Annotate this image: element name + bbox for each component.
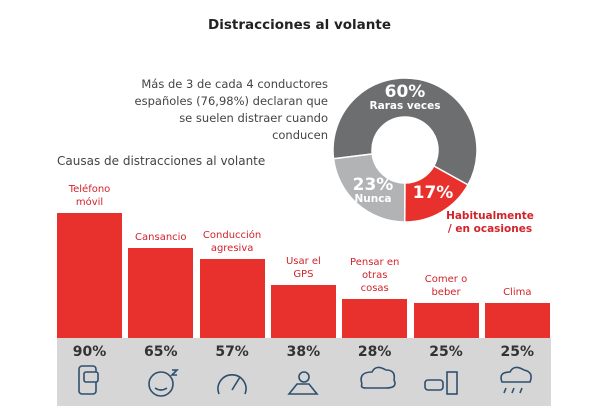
bar-category-label: Pensar en otras cosas bbox=[350, 257, 400, 295]
bar-category-label: Conducción agresiva bbox=[202, 229, 262, 254]
bar bbox=[484, 303, 550, 338]
bar bbox=[413, 303, 479, 338]
annotation: Más de 3 de cada 4 conductores españoles… bbox=[134, 77, 328, 142]
bar bbox=[342, 299, 408, 338]
slice-value-label: 17% bbox=[413, 183, 454, 203]
slice-value-label: 23% bbox=[353, 175, 394, 195]
bar-value-label: 90% bbox=[72, 344, 107, 360]
slice-label: Raras veces bbox=[370, 100, 441, 112]
icons bbox=[78, 365, 532, 397]
bar-category-label: Clima bbox=[503, 287, 532, 299]
bar-value-label: 65% bbox=[144, 344, 178, 360]
bar-value-label: 57% bbox=[215, 344, 249, 360]
bar-category-label: Usar el GPS bbox=[285, 256, 321, 281]
slice-value-label: 60% bbox=[385, 82, 426, 102]
bar-category-label: Cansancio bbox=[135, 231, 187, 243]
bar-value-label: 38% bbox=[286, 344, 321, 360]
bar bbox=[270, 285, 336, 338]
bar bbox=[128, 247, 194, 338]
pie-slice bbox=[332, 153, 406, 223]
bar-value-label: 25% bbox=[429, 344, 463, 360]
bar-category-label: Comer o beber bbox=[424, 274, 468, 299]
bar bbox=[57, 212, 122, 338]
slice-label: Nunca bbox=[354, 193, 391, 205]
pie-slice bbox=[332, 77, 478, 186]
bar bbox=[199, 258, 265, 338]
bar-value-label: 25% bbox=[500, 344, 535, 360]
title: Distracciones al volante bbox=[208, 17, 391, 33]
bar-chart-title: Causas de distracciones al volante bbox=[57, 154, 266, 168]
bar-value-label: 28% bbox=[357, 344, 392, 360]
bar-category-label: Teléfono móvil bbox=[68, 183, 111, 208]
slice-label: Habitualmente / en ocasiones bbox=[446, 210, 534, 235]
